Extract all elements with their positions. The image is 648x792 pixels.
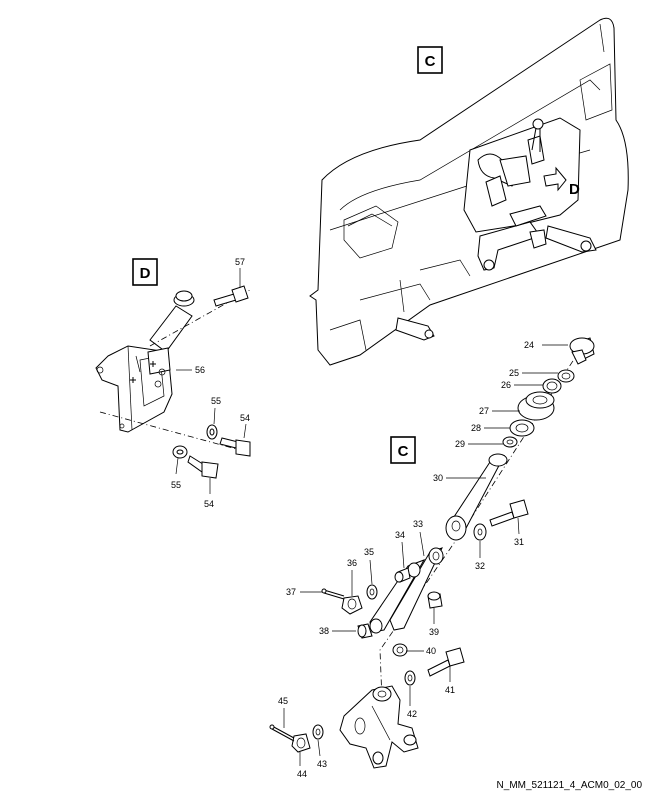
part-number-42: 42 xyxy=(407,709,417,719)
part-number-31: 31 xyxy=(514,537,524,547)
washer-29 xyxy=(502,436,518,448)
ring-25 xyxy=(557,369,575,383)
view-label-c-detail: C xyxy=(390,436,416,464)
pin-37 xyxy=(321,588,345,600)
part-number-55b: 55 xyxy=(171,480,181,490)
bolt-54-upper xyxy=(219,437,251,457)
bolt-54-lower xyxy=(187,455,219,479)
collar-28 xyxy=(509,419,535,437)
part-number-54b: 54 xyxy=(204,499,214,509)
part-number-33: 33 xyxy=(413,519,423,529)
knob-24 xyxy=(569,337,595,365)
part-number-34: 34 xyxy=(395,530,405,540)
bracket-housing xyxy=(339,685,419,769)
bolt-41 xyxy=(427,647,465,677)
part-number-27: 27 xyxy=(479,406,489,416)
part-number-30: 30 xyxy=(433,473,443,483)
view-label-c-top: C xyxy=(417,46,443,74)
bolt-31 xyxy=(489,499,529,527)
part-number-40: 40 xyxy=(426,646,436,656)
washer-32 xyxy=(473,523,487,541)
dashboard-overview xyxy=(309,17,629,366)
boot-27 xyxy=(517,391,555,421)
detail-d-view xyxy=(95,289,251,451)
nut-44 xyxy=(291,733,311,753)
part-number-39: 39 xyxy=(429,627,439,637)
part-number-26: 26 xyxy=(501,380,511,390)
part-number-38: 38 xyxy=(319,626,329,636)
pin-45 xyxy=(269,724,295,742)
part-number-29: 29 xyxy=(455,439,465,449)
drawing-reference: N_MM_521121_4_ACM0_02_00 xyxy=(497,780,643,791)
part-number-57: 57 xyxy=(235,257,245,267)
part-number-37: 37 xyxy=(286,587,296,597)
part-number-24: 24 xyxy=(524,340,534,350)
ring-26 xyxy=(542,378,562,394)
part-number-54a: 54 xyxy=(240,413,250,423)
washer-43 xyxy=(312,724,324,740)
bushing-39 xyxy=(427,591,443,609)
part-number-28: 28 xyxy=(471,423,481,433)
part-number-56: 56 xyxy=(195,365,205,375)
part-number-55a: 55 xyxy=(211,396,221,406)
part-number-32: 32 xyxy=(475,561,485,571)
part-number-43: 43 xyxy=(317,759,327,769)
bushing-35 xyxy=(394,567,411,583)
washer-55-lower xyxy=(172,445,188,459)
link-33 xyxy=(389,547,444,631)
leaders-detail-d xyxy=(175,268,247,494)
svg-text:D: D xyxy=(140,265,151,282)
lever-30 xyxy=(445,453,508,541)
bushing-38 xyxy=(357,623,373,639)
part-number-36: 36 xyxy=(347,558,357,568)
washer-35 xyxy=(366,584,378,600)
part-number-41: 41 xyxy=(445,685,455,695)
part-number-labels: 57 56 55 54 55 54 24 25 26 27 28 29 30 3… xyxy=(171,257,534,779)
view-label-d-arrow: D xyxy=(569,181,580,198)
bushing-40 xyxy=(392,643,408,657)
part-number-35: 35 xyxy=(364,547,374,557)
leaders-detail-c xyxy=(283,344,568,766)
part-number-44: 44 xyxy=(297,769,307,779)
svg-text:C: C xyxy=(425,53,436,70)
washer-55-upper xyxy=(206,424,218,440)
part-number-45: 45 xyxy=(278,696,288,706)
part-number-25: 25 xyxy=(509,368,519,378)
svg-text:C: C xyxy=(398,443,409,460)
bolt-57 xyxy=(213,285,249,307)
view-label-d-detail: D xyxy=(132,258,158,286)
nut-36 xyxy=(341,595,363,615)
washer-42 xyxy=(404,670,416,686)
